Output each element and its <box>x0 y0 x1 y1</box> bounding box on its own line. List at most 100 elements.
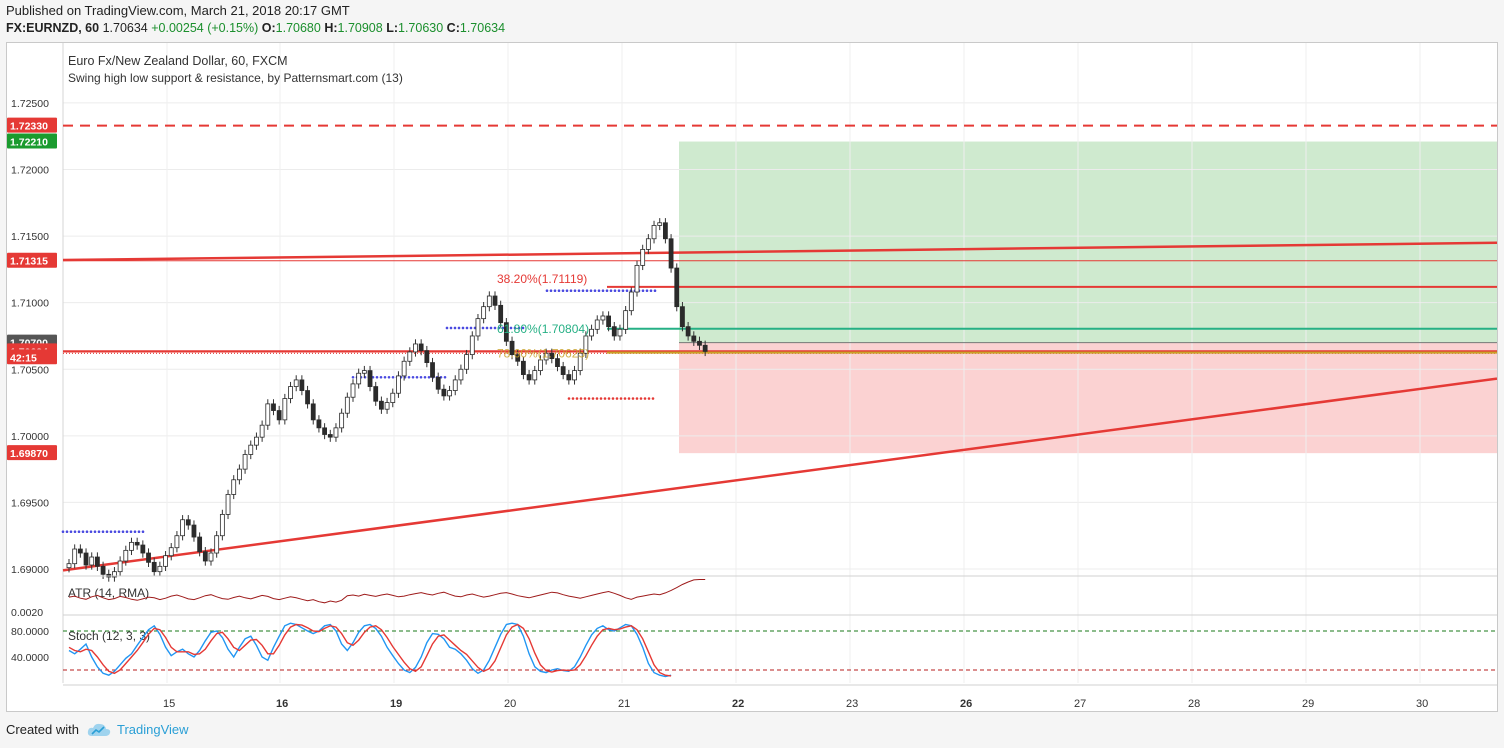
candle <box>617 328 623 337</box>
created-with-label: Created with <box>6 722 79 737</box>
x-tick-label: 27 <box>1074 698 1086 710</box>
candle <box>680 306 685 328</box>
price-label-bg <box>7 445 57 461</box>
candle <box>486 295 492 308</box>
candle <box>288 386 293 399</box>
fib-38-label: 38.20%(1.71119) <box>497 272 587 286</box>
swing-high-dot <box>375 375 379 379</box>
candle <box>231 479 237 495</box>
candle <box>469 335 475 356</box>
swing-high-dot <box>391 375 395 379</box>
candle <box>95 556 100 567</box>
loss-zone <box>679 342 1497 454</box>
chart-subtitle: Swing high low support & resistance, by … <box>68 71 403 85</box>
candle <box>89 556 95 566</box>
swing-high-dot <box>77 530 81 534</box>
swing-high-dot <box>593 289 597 292</box>
swing-high-dot <box>85 530 89 534</box>
candle <box>316 419 322 429</box>
candle <box>356 372 362 385</box>
candle <box>299 379 305 391</box>
swing-high-dot <box>407 375 411 379</box>
swing-high-dot <box>561 289 565 292</box>
candle <box>305 390 310 405</box>
candle <box>464 354 470 370</box>
swing-high-dot <box>121 530 125 534</box>
price-label: 42:15 <box>10 352 37 364</box>
candle <box>225 494 231 515</box>
chart-title: Euro Fx/New Zealand Dollar, 60, FXCM <box>68 54 288 68</box>
stoch-tick-40: 40.0000 <box>11 652 49 664</box>
candle <box>333 427 339 438</box>
swing-high-dot <box>601 289 605 292</box>
candle <box>532 370 538 381</box>
swing-high-dot <box>609 289 613 292</box>
x-tick-label: 21 <box>618 698 630 710</box>
candle <box>390 392 396 403</box>
candle <box>623 310 629 330</box>
swing-low-dot <box>575 397 579 400</box>
high-value: 1.70908 <box>337 21 383 35</box>
swing-low-dot <box>643 397 647 400</box>
y-tick-label: 1.71000 <box>11 298 49 310</box>
candle <box>327 434 333 438</box>
candle <box>191 524 197 538</box>
tradingview-link[interactable]: TradingView <box>87 722 189 737</box>
swing-low-dot <box>607 397 611 400</box>
swing-high-dot <box>625 289 629 292</box>
swing-high-dot <box>621 289 625 292</box>
swing-high-dot <box>513 326 517 330</box>
candle <box>367 370 373 387</box>
candle <box>134 541 140 546</box>
candle <box>663 222 668 240</box>
swing-high-dot <box>521 326 525 330</box>
x-tick-label: 30 <box>1416 698 1428 710</box>
swing-high-dot <box>101 530 105 534</box>
swing-low-dot <box>567 397 571 400</box>
candle <box>526 374 532 381</box>
swing-high-dot <box>581 289 585 292</box>
candle <box>674 267 680 308</box>
swing-high-dot <box>73 530 77 534</box>
swing-high-dot <box>415 375 419 379</box>
candle <box>503 322 509 342</box>
swing-high-dot <box>589 289 593 292</box>
candle <box>276 410 282 421</box>
low-label: L: <box>386 21 398 35</box>
candle <box>492 295 498 306</box>
candle <box>163 555 168 567</box>
candle <box>310 403 316 421</box>
candle <box>259 424 265 438</box>
candle <box>498 304 504 324</box>
swing-high-dot <box>445 326 449 330</box>
candle <box>481 306 487 320</box>
swing-high-dot <box>109 530 113 534</box>
high-label: H: <box>324 21 338 35</box>
candle <box>271 403 276 411</box>
candle <box>202 551 208 562</box>
candle <box>651 225 657 240</box>
swing-high-dot <box>469 326 473 330</box>
swing-high-dot <box>461 326 465 330</box>
x-tick-label: 20 <box>504 698 516 710</box>
low-value: 1.70630 <box>398 21 444 35</box>
swing-high-dot <box>573 289 577 292</box>
chart-frame[interactable]: 1.72500 1.72000 1.71500 1.71000 1.70500 1.700… <box>6 42 1498 712</box>
swing-high-dot <box>617 289 621 292</box>
price-change: +0.00254 (+0.15%) <box>151 21 259 35</box>
chart-svg[interactable]: 1.72500 1.72000 1.71500 1.71000 1.70500 1.700… <box>7 43 1498 711</box>
swing-high-dot <box>423 375 427 379</box>
candle <box>72 548 78 565</box>
price-label: 1.71315 <box>10 256 48 268</box>
swing-high-dot <box>605 289 609 292</box>
candle <box>140 544 146 554</box>
price-label-bg <box>7 117 57 133</box>
price-label-bg <box>7 133 57 149</box>
swing-low-dot <box>591 397 595 400</box>
swing-high-dot <box>69 530 73 534</box>
swing-high-dot <box>553 289 557 292</box>
y-tick-label: 1.69000 <box>11 564 49 576</box>
candle <box>396 375 401 394</box>
open-label: O: <box>261 21 276 35</box>
y-tick-label: 1.71500 <box>11 231 49 243</box>
